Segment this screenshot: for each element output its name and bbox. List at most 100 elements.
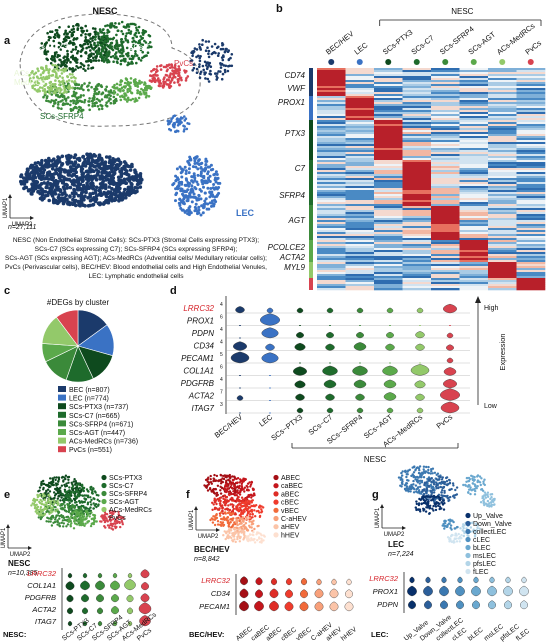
- heatmap-cell: [374, 102, 403, 105]
- heatmap-cell: [516, 78, 546, 81]
- cell-dot: [238, 514, 241, 517]
- heatmap-cell: [488, 116, 517, 119]
- cell-dot: [176, 176, 179, 180]
- heatmap-cell: [374, 158, 403, 161]
- cell-dot: [262, 539, 265, 542]
- cell-dot: [120, 166, 124, 171]
- heatmap-cell: [317, 194, 346, 197]
- heatmap-cell: [431, 206, 460, 209]
- cell-dot: [130, 164, 134, 169]
- heatmap-cell: [402, 122, 432, 125]
- heatmap-cell: [374, 206, 403, 209]
- cell-dot: [195, 71, 199, 74]
- heatmap-cell: [431, 240, 460, 243]
- legend-label: SCs-C7: [109, 483, 134, 490]
- cell-dot: [80, 522, 83, 525]
- cell-dot: [223, 494, 226, 497]
- cell-dot: [88, 198, 93, 203]
- heatmap-cell: [402, 234, 432, 237]
- heatmap-cell: [459, 104, 489, 107]
- heatmap-cell: [317, 94, 346, 97]
- cluster-dot: [356, 59, 363, 65]
- cell-dot: [50, 524, 54, 527]
- heatmap-cell: [488, 128, 517, 131]
- heatmap-cell: [317, 100, 346, 103]
- cell-dot: [127, 185, 131, 190]
- cell-dot: [196, 173, 200, 177]
- cell-dot: [87, 490, 90, 493]
- cell-dot: [178, 204, 182, 207]
- cell-dot: [49, 477, 52, 480]
- violin: [416, 307, 424, 314]
- cell-dot: [62, 497, 66, 500]
- heatmap-cell: [431, 122, 460, 125]
- cell-dot: [75, 23, 78, 27]
- cell-dot: [219, 514, 222, 517]
- heatmap-cell: [459, 120, 489, 123]
- cell-dot: [116, 93, 119, 96]
- cell-dot: [174, 68, 178, 71]
- heatmap-cell: [374, 92, 403, 95]
- cell-dot: [68, 67, 71, 70]
- heatmap-cell: [488, 82, 517, 85]
- nesc-outline: [19, 13, 201, 127]
- cell-dot: [36, 495, 40, 499]
- cell-dot: [258, 505, 261, 509]
- cell-dot: [32, 76, 35, 79]
- cell-dot: [147, 34, 151, 37]
- heatmap-cell: [317, 254, 346, 257]
- cell-dot: [221, 521, 225, 524]
- legend-swatch: [58, 386, 66, 392]
- heatmap-cell: [317, 212, 346, 215]
- cell-dot: [129, 77, 133, 80]
- cell-dot: [221, 72, 225, 76]
- cell-dot: [153, 73, 157, 76]
- cell-dot: [53, 86, 56, 89]
- heatmap-cell: [402, 238, 432, 241]
- violin: [355, 393, 365, 401]
- gene-label: MYL9: [284, 263, 305, 272]
- cell-dot: [211, 501, 214, 504]
- cell-dot: [165, 69, 169, 73]
- heatmap-cell: [402, 74, 432, 77]
- cell-dot: [97, 37, 101, 40]
- cell-dot: [206, 65, 209, 69]
- heatmap-cell: [516, 214, 546, 217]
- cell-dot: [44, 51, 48, 54]
- cell-dot: [221, 58, 225, 62]
- cell-dot: [126, 100, 129, 103]
- row-group-bar: [309, 160, 313, 205]
- heatmap-cell: [345, 204, 375, 207]
- violin: [138, 602, 152, 615]
- cell-dot: [86, 60, 90, 63]
- cell-dot: [90, 85, 93, 89]
- heatmap-cell: [431, 124, 460, 127]
- cell-dot: [186, 75, 190, 78]
- cell-dot: [108, 155, 112, 159]
- heatmap-cell: [374, 114, 403, 117]
- column-label: LEC: [257, 412, 274, 428]
- legend-label: PvCs (n=551): [69, 447, 112, 454]
- cell-dot: [135, 26, 138, 30]
- heatmap-cell: [459, 248, 489, 251]
- cell-dot: [240, 522, 243, 525]
- heatmap-cell: [488, 262, 517, 265]
- heatmap-cell: [459, 148, 489, 151]
- scale-max: 4: [220, 302, 223, 308]
- cell-dot: [71, 172, 76, 177]
- legend-label: ABEC: [281, 475, 300, 482]
- cell-dot: [46, 505, 49, 509]
- cell-dot: [60, 162, 65, 166]
- cell-dot: [121, 196, 126, 200]
- cell-dot: [241, 505, 244, 508]
- heatmap-cell: [345, 184, 375, 187]
- cell-dot: [127, 28, 131, 32]
- heatmap-cell: [317, 216, 346, 219]
- cell-dot: [64, 97, 68, 101]
- cell-dot: [235, 499, 239, 503]
- cell-dot: [54, 64, 57, 67]
- heatmap-cell: [459, 78, 489, 81]
- scale-label: Low: [484, 403, 498, 410]
- cell-dot: [101, 28, 105, 32]
- heatmap-cell: [402, 252, 432, 255]
